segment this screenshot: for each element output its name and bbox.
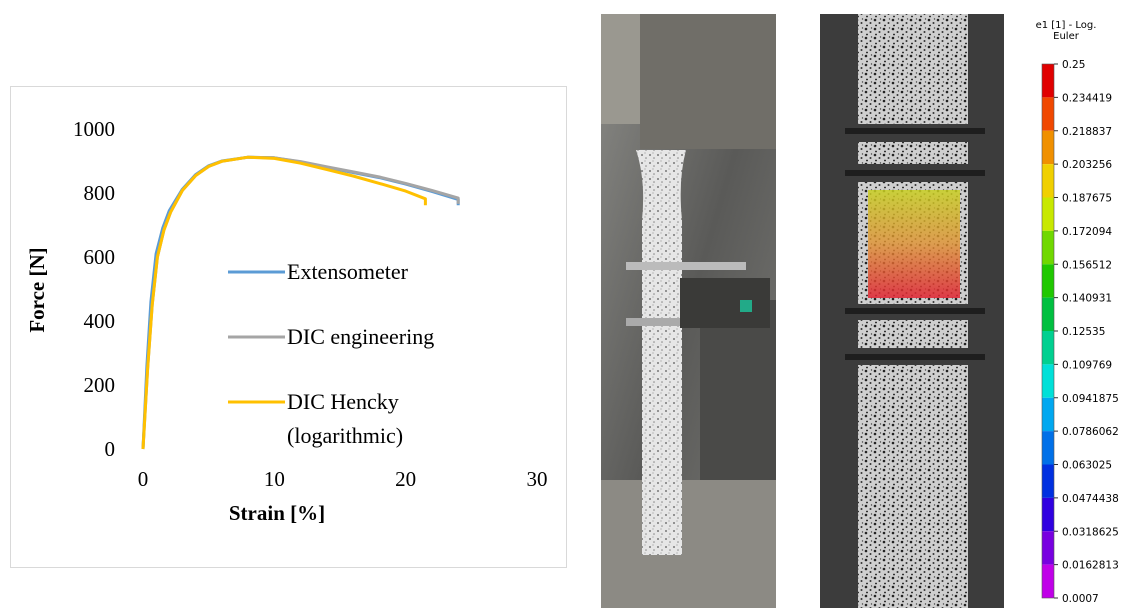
colorbar-band [1042, 231, 1054, 264]
colorbar-band [1042, 431, 1054, 464]
colorbar-tick-label: 0.12535 [1062, 326, 1105, 338]
y-tick-label: 600 [84, 245, 116, 269]
colorbar-band [1042, 131, 1054, 164]
colorbar-tick-label: 0.234419 [1062, 92, 1112, 104]
figure: Strain [%] Force [N] 0 200 400 600 800 1000 0 1… [0, 0, 1135, 608]
x-axis-title: Strain [%] [229, 501, 325, 525]
colorbar-tick-label: 0.187675 [1062, 193, 1112, 205]
y-tick-label: 400 [84, 309, 116, 333]
colorbar-tick-label: 0.172094 [1062, 226, 1112, 238]
x-tick-label: 30 [527, 467, 548, 491]
x-tick-label: 20 [395, 467, 416, 491]
legend-label: DIC engineering [287, 320, 487, 354]
specimen-photo [601, 14, 776, 608]
colorbar-tick-label: 0.156512 [1062, 259, 1112, 271]
colorbar-tick-label: 0.0162813 [1062, 560, 1119, 572]
colorbar-band [1042, 565, 1054, 598]
colorbar-band [1042, 465, 1054, 498]
y-tick-label: 200 [84, 373, 116, 397]
colorbar-tick-label: 0.203256 [1062, 159, 1112, 171]
colorbar-band [1042, 64, 1054, 97]
y-tick-label: 1000 [73, 117, 115, 141]
colorbar-band [1042, 198, 1054, 231]
colorbar-band [1042, 97, 1054, 130]
legend-label: Extensometer [287, 255, 487, 289]
y-axis-title: Force [N] [25, 247, 49, 332]
colorbar-band [1042, 364, 1054, 397]
figure-canvas: Strain [%] Force [N] 0 200 400 600 800 1000 0 1… [0, 0, 1135, 608]
dic-photo [820, 14, 1004, 608]
colorbar-tick-label: 0.0318625 [1062, 526, 1119, 538]
colorbar-band [1042, 264, 1054, 297]
colorbar-band [1042, 531, 1054, 564]
colorbar-tick-label: 0.0786062 [1062, 426, 1119, 438]
colorbar-tick-label: 0.063025 [1062, 460, 1112, 472]
colorbar-band [1042, 164, 1054, 197]
y-tick-label: 0 [105, 437, 116, 461]
colorbar-band [1042, 498, 1054, 531]
x-tick-label: 10 [264, 467, 285, 491]
y-tick-label: 800 [84, 181, 116, 205]
colorbar-tick-label: 0.109769 [1062, 359, 1112, 371]
colorbar-band [1042, 331, 1054, 364]
colorbar-tick-label: 0.140931 [1062, 293, 1112, 305]
colorbar-tick-label: 0.0941875 [1062, 393, 1119, 405]
colorbar-tick-label: 0.218837 [1062, 126, 1112, 138]
legend-label: DIC Hencky (logarithmic) [287, 385, 487, 453]
colorbar-band [1042, 398, 1054, 431]
colorbar-tick-label: 0.0007 [1062, 593, 1099, 605]
colorbar-title: e1 [1] - Log. Euler [1025, 20, 1107, 42]
colorbar-band [1042, 298, 1054, 331]
x-tick-label: 0 [138, 467, 149, 491]
colorbar-tick-label: 0.0474438 [1062, 493, 1119, 505]
colorbar-tick-label: 0.25 [1062, 59, 1085, 71]
